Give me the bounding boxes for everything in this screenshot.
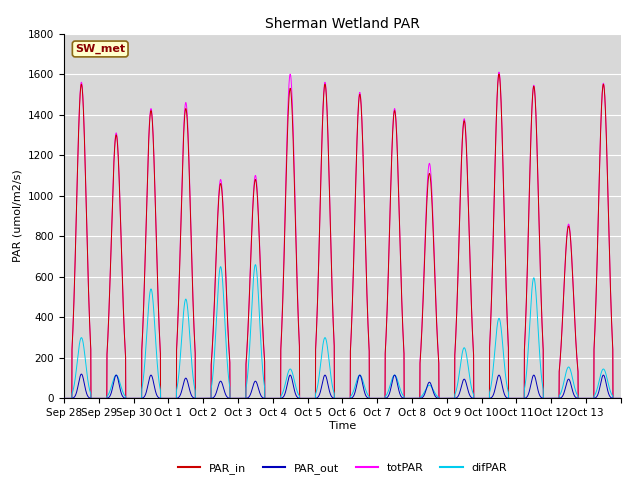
Y-axis label: PAR (umol/m2/s): PAR (umol/m2/s) xyxy=(12,169,22,263)
X-axis label: Time: Time xyxy=(329,421,356,431)
Text: SW_met: SW_met xyxy=(75,44,125,54)
Title: Sherman Wetland PAR: Sherman Wetland PAR xyxy=(265,17,420,31)
Legend: PAR_in, PAR_out, totPAR, difPAR: PAR_in, PAR_out, totPAR, difPAR xyxy=(173,459,511,479)
